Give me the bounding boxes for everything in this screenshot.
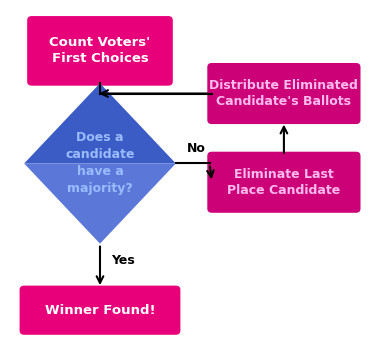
Polygon shape xyxy=(24,83,176,163)
Text: Winner Found!: Winner Found! xyxy=(45,304,155,317)
Text: Eliminate Last
Place Candidate: Eliminate Last Place Candidate xyxy=(227,168,340,197)
FancyBboxPatch shape xyxy=(207,63,361,124)
Text: Yes: Yes xyxy=(112,254,135,267)
Text: Count Voters'
First Choices: Count Voters' First Choices xyxy=(49,36,151,65)
FancyBboxPatch shape xyxy=(19,286,180,335)
FancyBboxPatch shape xyxy=(27,16,173,86)
Text: No: No xyxy=(187,142,206,155)
Text: Does a
candidate
have a
majority?: Does a candidate have a majority? xyxy=(65,131,135,195)
Polygon shape xyxy=(24,163,176,244)
FancyBboxPatch shape xyxy=(207,152,361,213)
Text: Distribute Eliminated
Candidate's Ballots: Distribute Eliminated Candidate's Ballot… xyxy=(209,79,358,108)
